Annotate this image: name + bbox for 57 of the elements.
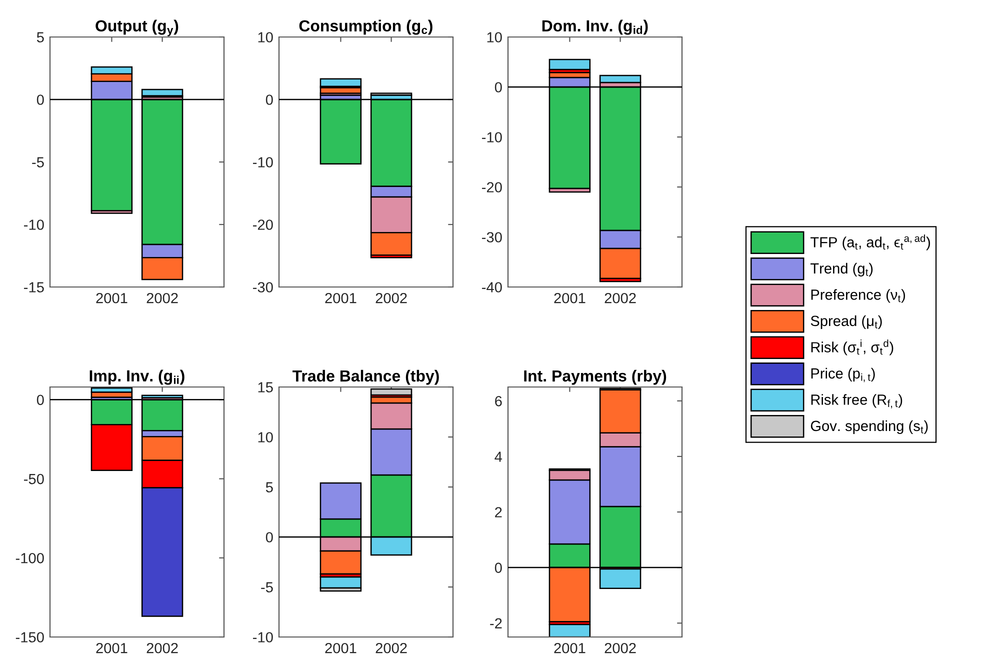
y-tick-label: 0 <box>36 394 44 406</box>
chart-title: Trade Balance (tby) <box>292 370 439 385</box>
y-tick-label: -10 <box>482 132 502 142</box>
chart-title: Consumption (g$_{c}$) <box>299 20 432 35</box>
x-tick-label: 2002 <box>604 642 636 654</box>
legend-label: Gov. spending (s$_{t}$) <box>810 420 928 434</box>
y-tick-label: 0 <box>494 82 502 92</box>
y-tick-label: -5 <box>261 582 273 592</box>
y-tick-label: 5 <box>266 482 273 492</box>
chart-title: Imp. Inv. (g$_{ii}$) <box>90 370 184 385</box>
x-tick-label: 2002 <box>146 292 178 304</box>
y-tick-label: 0 <box>266 94 273 105</box>
x-tick-label: 2001 <box>325 642 356 654</box>
chart-title: Output (g$_{y}$) <box>96 20 178 36</box>
legend-label: Spread (μ$_{t}$) <box>810 315 882 329</box>
x-tick-label: 2001 <box>325 292 356 304</box>
x-tick-label: 2001 <box>96 642 128 654</box>
y-tick-label: 0 <box>494 562 502 573</box>
legend-label: TFP (a$_{t}$, ad$_{t}$, ϵ$_{t}$$^{a,ad}$) <box>810 234 930 250</box>
y-tick-label: 6 <box>495 396 502 406</box>
x-tick-label: 2001 <box>96 292 128 304</box>
legend-label: Risk (σ$_{t}$$^{i}$, σ$_{t}$$^{d}$) <box>811 339 894 356</box>
y-tick-label: -15 <box>24 282 44 292</box>
y-tick-label: 10 <box>258 432 273 442</box>
y-tick-label: -10 <box>24 220 44 230</box>
y-tick-label: -30 <box>253 282 273 292</box>
x-tick-label: 2002 <box>376 642 407 654</box>
legend-label: Price (p$_{i,t}$) <box>811 368 875 382</box>
y-tick-label: -2 <box>490 618 502 628</box>
x-tick-label: 2002 <box>604 292 636 304</box>
x-tick-label: 2001 <box>554 642 586 654</box>
x-tick-label: 2002 <box>146 642 178 654</box>
x-tick-label: 2001 <box>554 292 586 304</box>
chart-title: Dom. Inv. (g$_{id}$) <box>542 20 648 35</box>
legend-label: Risk free (R$_{f,t}$) <box>811 394 902 408</box>
y-tick-label: -20 <box>482 182 502 192</box>
y-tick-label: -30 <box>482 232 502 242</box>
y-tick-label: -5 <box>32 157 44 168</box>
y-tick-label: -100 <box>16 552 44 564</box>
x-tick-label: 2002 <box>376 292 407 304</box>
y-tick-label: 0 <box>36 94 44 105</box>
y-tick-label: -150 <box>16 632 44 642</box>
y-tick-label: 5 <box>36 32 44 42</box>
y-tick-label: 15 <box>258 382 273 392</box>
y-tick-label: 10 <box>487 32 502 42</box>
y-tick-label: 10 <box>258 32 273 42</box>
legend-label: Trend (g$_{t}$) <box>810 262 873 276</box>
y-tick-label: 0 <box>266 532 273 542</box>
y-tick-label: -10 <box>253 157 273 168</box>
y-tick-label: 2 <box>495 507 502 518</box>
chart-title: Int. Payments (rby) <box>524 370 666 385</box>
y-tick-label: 4 <box>494 452 502 462</box>
y-tick-label: -40 <box>482 282 502 292</box>
y-tick-label: -20 <box>253 220 273 230</box>
legend-label: Preference (ν$_{t}$) <box>811 289 906 303</box>
y-tick-label: -50 <box>24 474 44 484</box>
y-tick-label: -10 <box>253 632 273 642</box>
